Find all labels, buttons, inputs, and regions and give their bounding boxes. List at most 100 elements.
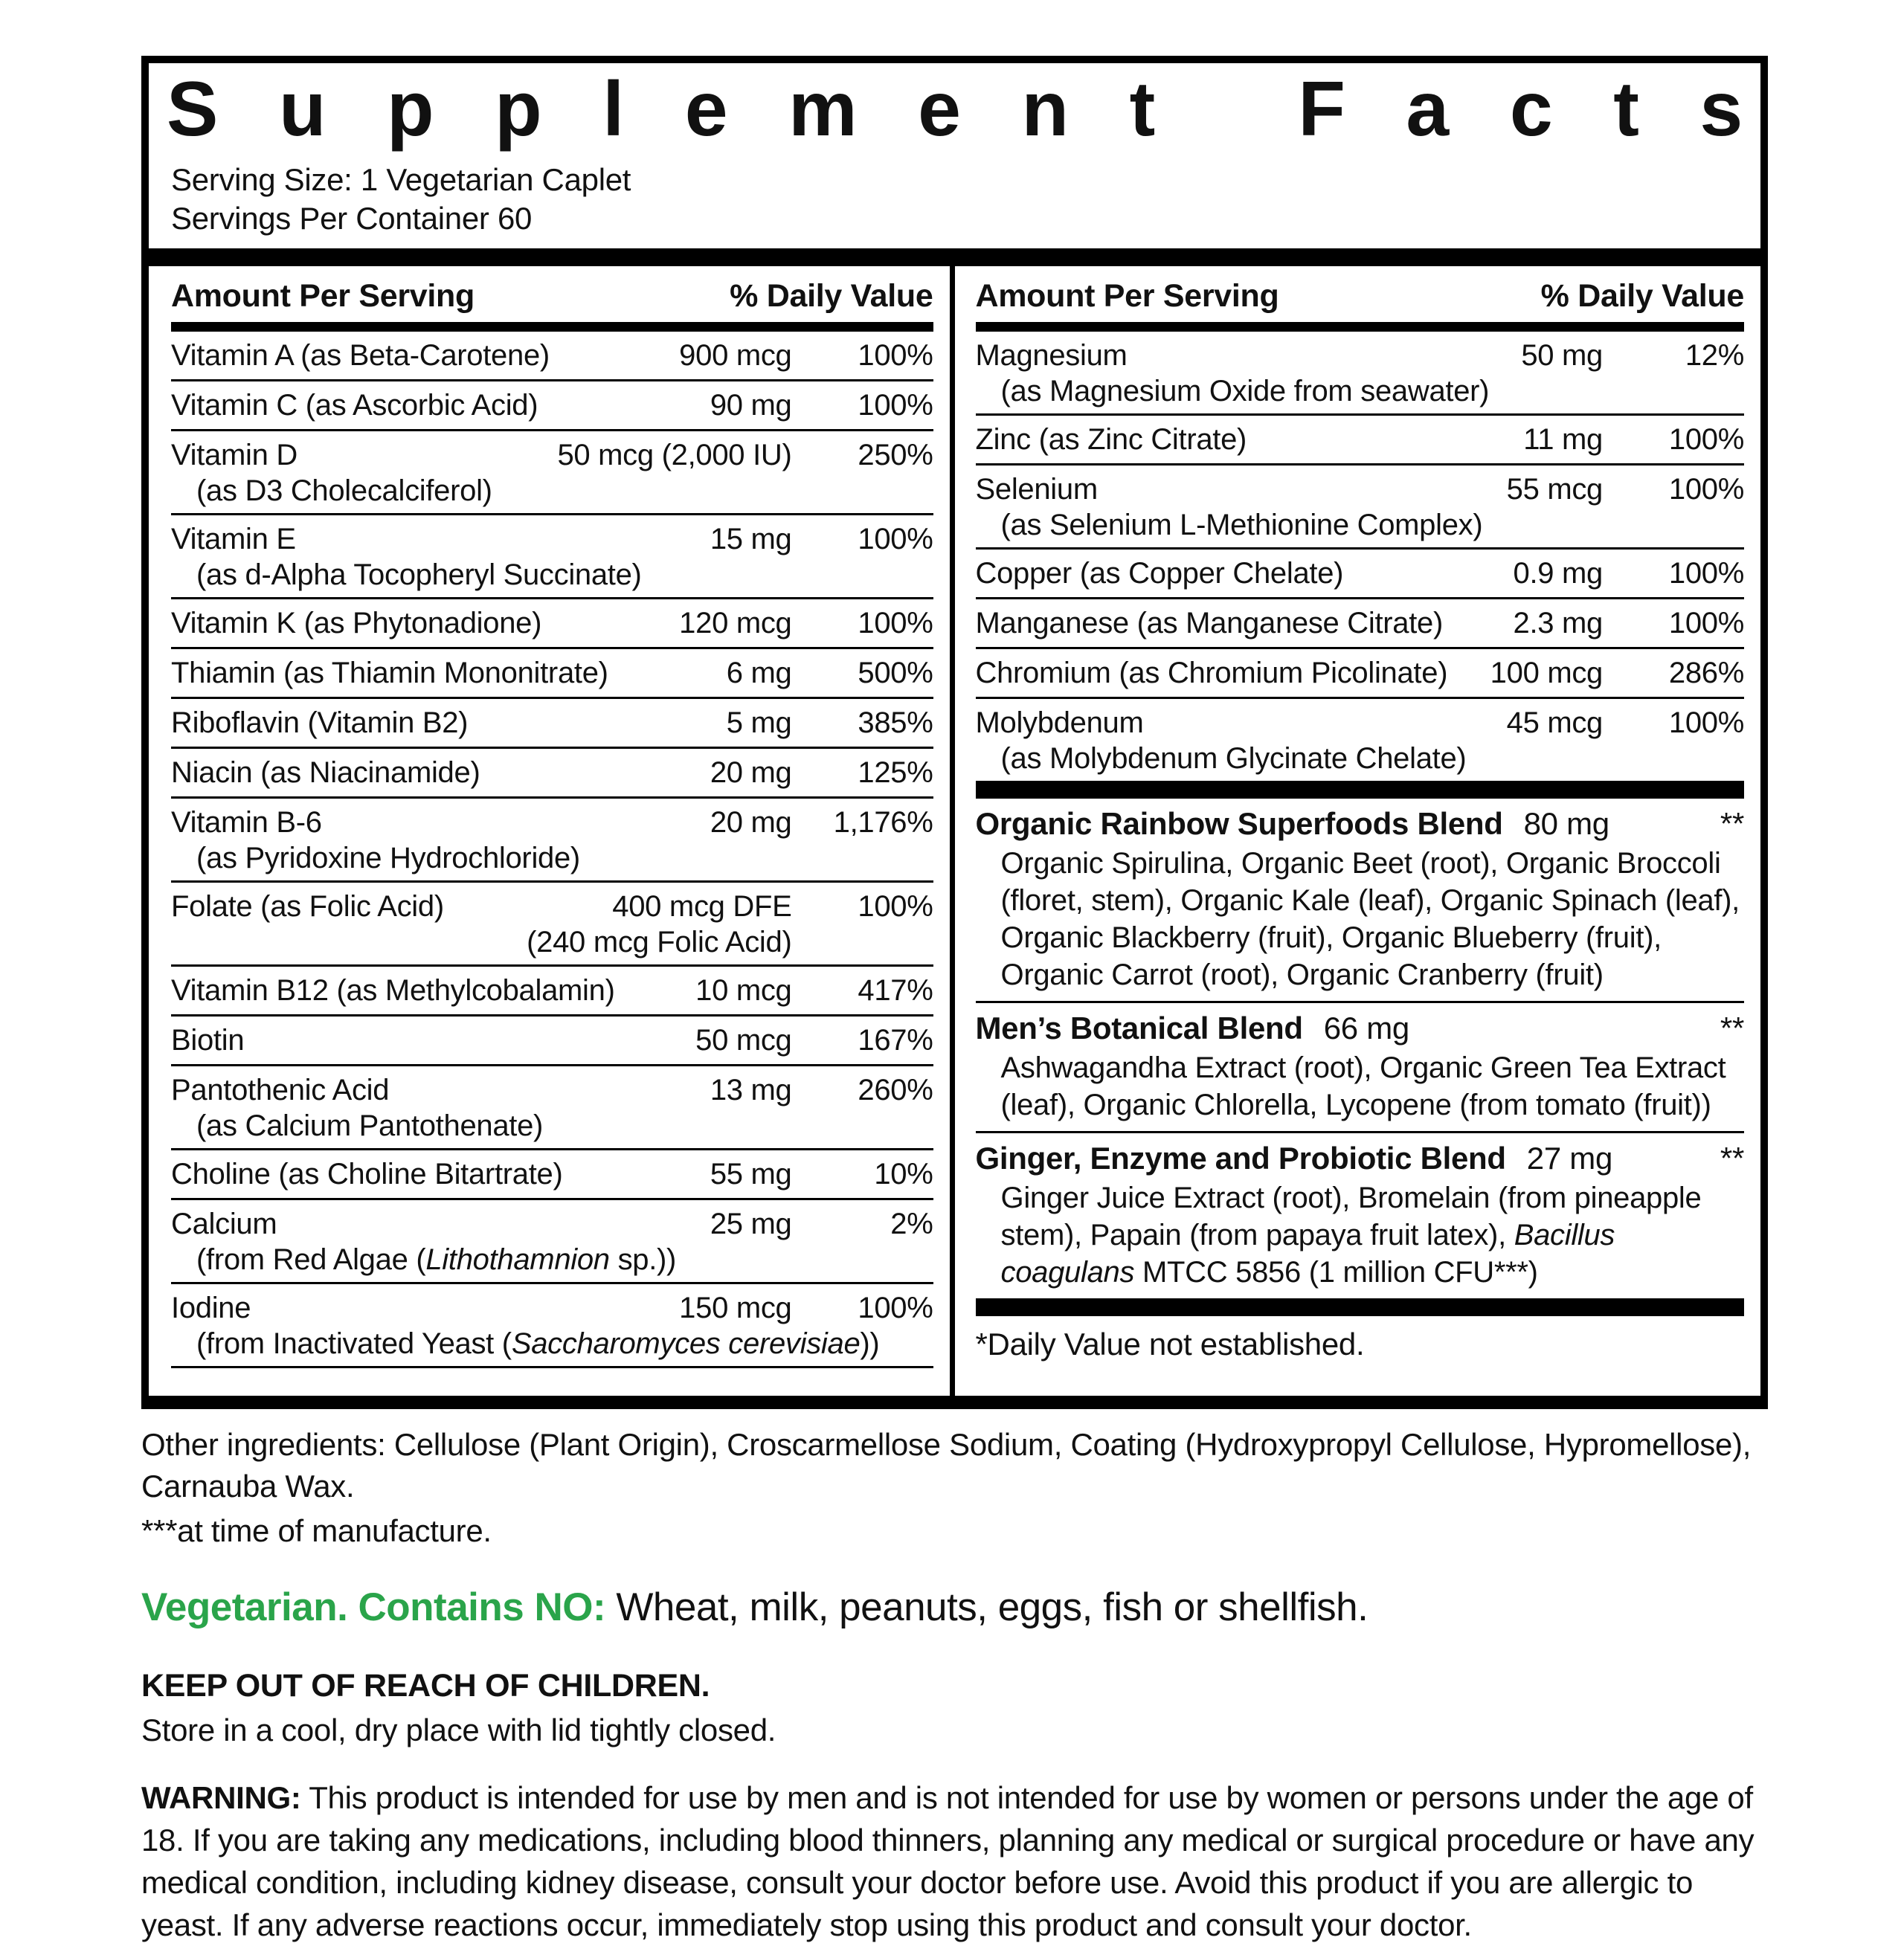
row-amount: 0.9 mg [1513, 557, 1604, 590]
separator-bar-blends-bottom [975, 1298, 1744, 1317]
table-row: Vitamin D 250% 50 mcg (2,000 IU) (as D3 Cho… [171, 431, 933, 516]
row-subline: (as d-Alpha Tocopheryl Succinate) [171, 558, 933, 592]
amount-per-serving-header: Amount Per Serving [171, 278, 475, 315]
blend-row: Organic Rainbow Superfoods Blend 80 mg *… [975, 799, 1745, 1004]
table-row: Vitamin E 100% 15 mg (as d-Alpha Tocopheryl… [171, 515, 933, 600]
text-segment: (as Molybdenum Glycinate Chelate) [1000, 742, 1467, 776]
row-dv: 100% [858, 523, 933, 556]
row-amount: 11 mg [1523, 423, 1603, 457]
text-segment: )) [860, 1327, 880, 1361]
vegetarian-label: Vegetarian. Contains NO: [141, 1585, 606, 1629]
row-dv: 100% [1668, 423, 1744, 457]
row-name: Vitamin B12 (as Methylcobalamin) [171, 974, 615, 1008]
row-amount: 900 mcg [679, 339, 792, 373]
row-amount: 13 mg [710, 1074, 792, 1107]
row-name: Folate (as Folic Acid) [171, 890, 444, 924]
keep-out-of-reach: KEEP OUT OF REACH OF CHILDREN. [141, 1668, 710, 1704]
warning-label: WARNING: [141, 1780, 301, 1815]
serving-info: Serving Size: 1 Vegetarian Caplet Servin… [149, 150, 1760, 238]
blend-name: Men’s Botanical Blend [975, 1011, 1304, 1046]
separator-bar-top [149, 248, 1760, 267]
row-dv: 286% [1668, 657, 1744, 690]
row-name: Selenium [975, 473, 1099, 506]
row-dv: 100% [858, 389, 933, 422]
table-row: Selenium 100% 55 mcg (as Selenium L-Methion… [975, 465, 1745, 550]
row-name: Copper (as Copper Chelate) [975, 557, 1344, 590]
text-segment: (from Inactivated Yeast ( [196, 1327, 512, 1361]
blend-amount: 80 mg [1523, 806, 1610, 842]
row-dv: 100% [1668, 706, 1744, 740]
row-amount: 20 mg [710, 756, 792, 790]
row-amount: 5 mg [726, 706, 792, 740]
text-segment: (as d-Alpha Tocopheryl Succinate) [196, 558, 642, 592]
blend-name: Organic Rainbow Superfoods Blend [975, 806, 1503, 842]
row-dv: 250% [858, 439, 933, 472]
vegetarian-allergen-list: Wheat, milk, peanuts, eggs, fish or shel… [616, 1585, 1368, 1629]
row-name: Calcium [171, 1208, 277, 1241]
row-name: Niacin (as Niacinamide) [171, 756, 480, 790]
table-row: Chromium (as Chromium Picolinate) 286% 100… [975, 649, 1744, 700]
table-row: Manganese (as Manganese Citrate) 100% 2.3 … [975, 599, 1744, 650]
daily-value-header: % Daily Value [730, 278, 933, 315]
blend-name: Ginger, Enzyme and Probiotic Blend [975, 1141, 1507, 1176]
text-segment: Ashwagandha Extract (root), Organic Gree… [1000, 1051, 1726, 1122]
blend-asterisks: ** [1720, 1011, 1744, 1046]
blend-description: Organic Spirulina, Organic Beet (root), … [976, 845, 1745, 993]
row-subline: (from Red Algae (Lithothamnion sp.)) [171, 1243, 933, 1277]
row-dv: 100% [858, 1292, 933, 1325]
row-dv: 100% [1668, 557, 1744, 590]
row-name: Chromium (as Chromium Picolinate) [975, 657, 1448, 690]
text-segment: (as Magnesium Oxide from seawater) [1000, 375, 1490, 408]
row-dv: 12% [1685, 339, 1744, 373]
row-dv: 260% [858, 1074, 933, 1107]
row-dv: 10% [874, 1158, 933, 1191]
text-segment: Ginger Juice Extract (root), Bromelain (… [1000, 1182, 1702, 1252]
separator-bar-header-left [171, 322, 933, 332]
table-row: Copper (as Copper Chelate) 100% 0.9 mg [975, 550, 1744, 600]
row-dv: 100% [1668, 473, 1744, 506]
row-subline: (as D3 Cholecalciferol) [171, 474, 933, 508]
row-dv: 100% [858, 890, 933, 924]
row-name: Vitamin K (as Phytonadione) [171, 607, 542, 640]
row-name: Vitamin C (as Ascorbic Acid) [171, 389, 538, 422]
row-subline: (from Inactivated Yeast (Saccharomyces c… [171, 1327, 933, 1361]
table-row: Niacin (as Niacinamide) 125% 20 mg [171, 749, 933, 799]
row-dv: 417% [858, 974, 933, 1008]
text-segment: Organic Spirulina, Organic Beet (root), … [1000, 847, 1740, 992]
row-amount: 50 mcg (2,000 IU) [557, 439, 792, 472]
table-row: Magnesium 12% 50 mg (as Magnesium Oxide fro… [975, 332, 1744, 416]
text-segment: MTCC 5856 (1 million CFU***) [1134, 1256, 1538, 1289]
blend-header: Organic Rainbow Superfoods Blend 80 mg *… [976, 803, 1745, 845]
table-row: Calcium 2% 25 mg (from Red Algae (Lithotham… [171, 1200, 933, 1285]
row-subline: (as Selenium L-Methionine Complex) [976, 508, 1745, 542]
row-subline: (as Calcium Pantothenate) [171, 1109, 933, 1143]
row-amount: 25 mg [710, 1208, 792, 1241]
row-amount: 150 mcg [679, 1292, 792, 1325]
table-row: Iodine 100% 150 mcg (from Inactivated Yeast… [171, 1284, 933, 1369]
table-row: Choline (as Choline Bitartrate) 10% 55 mg [171, 1150, 933, 1201]
row-name: Manganese (as Manganese Citrate) [975, 607, 1444, 640]
table-row: Riboflavin (Vitamin B2) 385% 5 mg [171, 699, 933, 750]
table-row: Zinc (as Zinc Citrate) 100% 11 mg [975, 416, 1744, 466]
nutrient-columns: Amount Per Serving % Daily Value Vitamin… [149, 266, 1760, 1396]
warning-text: This product is intended for use by men … [141, 1780, 1755, 1942]
below-label-text: Other ingredients: Cellulose (Plant Orig… [141, 1424, 1768, 1946]
row-amount: 15 mg [710, 523, 792, 556]
row-dv: 100% [858, 339, 933, 373]
row-dv: 100% [1668, 607, 1744, 640]
row-amount: 50 mg [1521, 339, 1603, 373]
right-column-header: Amount Per Serving % Daily Value [976, 266, 1745, 322]
row-name: Molybdenum [975, 706, 1144, 740]
left-column-header: Amount Per Serving % Daily Value [171, 266, 933, 322]
right-column-rows: Magnesium 12% 50 mg (as Magnesium Oxide fro… [975, 332, 1745, 781]
row-subline: (as Pyridoxine Hydrochloride) [171, 841, 933, 875]
text-segment: (as Selenium L-Methionine Complex) [1000, 509, 1483, 542]
row-dv: 100% [858, 607, 933, 640]
table-row: Folate (as Folic Acid) 100% 400 mcg DFE (24… [171, 883, 933, 967]
table-row: Vitamin A (as Beta-Carotene) 100% 900 mcg [171, 332, 933, 382]
row-amount: 90 mg [710, 389, 792, 422]
blend-asterisks: ** [1720, 1141, 1744, 1176]
row-amount: 45 mcg [1506, 706, 1604, 740]
blend-header: Men’s Botanical Blend 66 mg ** [976, 1008, 1745, 1049]
row-amount: 120 mcg [679, 607, 792, 640]
